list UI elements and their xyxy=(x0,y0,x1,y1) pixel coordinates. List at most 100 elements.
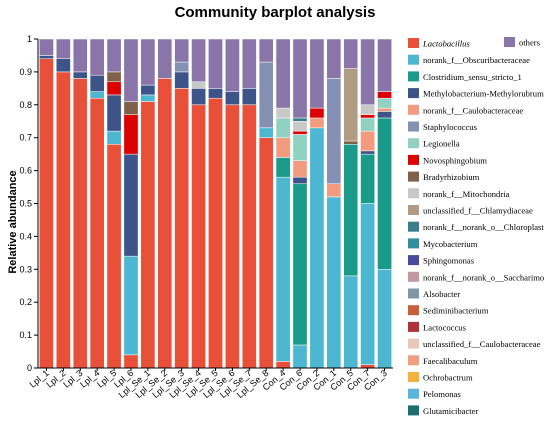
bar-segment-Con_4-2 xyxy=(275,157,291,178)
legend-swatch xyxy=(408,54,419,65)
bar-segment-Lpl_Se_6-0 xyxy=(225,104,240,369)
legend-label: norank_f__norank_o__Saccharimo xyxy=(423,272,544,282)
bar-segment-Lpl_Se_1-0 xyxy=(140,101,156,369)
bar-segment-Con_6-1 xyxy=(292,344,308,369)
legend-swatch xyxy=(408,372,419,382)
bar-segment-Con_4-23 xyxy=(275,38,291,109)
legend-swatch xyxy=(408,271,419,282)
legend-swatch xyxy=(408,71,419,82)
y-axis-label: Relative abundance xyxy=(7,170,19,273)
y-tick-label: 0.5 xyxy=(19,199,32,209)
legend-label: Clostridium_sensu_stricto_1 xyxy=(423,72,522,82)
bar-segment-Lpl_2-3 xyxy=(56,58,71,73)
bar-segment-Lpl_4-3 xyxy=(89,74,105,92)
bar-segment-Con_2-7 xyxy=(309,107,325,119)
x-axis: Lpl_1Lpl_2Lpl_3Lpl_4Lpl_5Lpl_6Lpl_Se_1Lp… xyxy=(27,367,393,400)
legend-swatch xyxy=(408,255,419,266)
legend-label: norank_f__norank_o__Chloroplast xyxy=(423,222,544,232)
bar-segment-Lpl_Se_8-0 xyxy=(258,137,274,369)
bar-segment-Lpl_Se_1-1 xyxy=(140,94,156,102)
bar-segment-Lpl_3-23 xyxy=(72,38,88,73)
bar-segment-Lpl_6-1 xyxy=(123,255,139,356)
bar-segment-Lpl_Se_7-23 xyxy=(241,38,257,89)
bar-segment-Lpl_1-23 xyxy=(39,38,54,56)
bar-segment-Con_3-2 xyxy=(377,117,392,270)
bar-segment-Con_6-3 xyxy=(292,176,308,185)
legend-swatch xyxy=(408,238,419,249)
legend-label: Sediminibacterium xyxy=(423,306,489,316)
y-tick-label: 1 xyxy=(27,34,32,44)
bar-segment-Lpl_3-3 xyxy=(72,71,88,79)
legend-swatch xyxy=(408,171,419,182)
legend-swatch xyxy=(408,188,419,199)
legend-swatch xyxy=(408,355,419,366)
legend-label: Glutamicibacter xyxy=(423,406,478,416)
bar-segment-Con_4-6 xyxy=(275,117,291,138)
y-tick-label: 0 xyxy=(27,363,32,373)
bar-segment-Lpl_5-0 xyxy=(106,144,122,369)
bar-segment-Lpl_Se_6-23 xyxy=(225,38,240,92)
legend-label: Staphylococcus xyxy=(423,122,478,132)
bar-segment-Con_7-4 xyxy=(360,130,375,152)
bar-segment-Con_3-7 xyxy=(377,91,392,99)
legend-label: norank_f__Mitochondria xyxy=(423,189,510,199)
bar-segment-Con_4-1 xyxy=(275,176,291,362)
chart-title: Community barplot analysis xyxy=(175,4,376,21)
bar-segment-Lpl_Se_7-3 xyxy=(241,88,257,106)
legend-label: Methylobacterium-Methylorubrum xyxy=(423,89,544,99)
bar-segment-Lpl_Se_4-23 xyxy=(191,38,206,83)
bar-segment-Lpl_3-0 xyxy=(72,78,88,369)
legend-label: others xyxy=(519,38,541,48)
legend-label: Pelomonas xyxy=(423,389,461,399)
legend-label: Alsobacter xyxy=(423,289,460,299)
bar-segment-Con_7-3 xyxy=(360,150,375,155)
bar-segment-Lpl_6-7 xyxy=(123,114,139,155)
legend-swatch xyxy=(408,288,419,299)
legend-swatch xyxy=(408,138,419,149)
bar-segment-Lpl_Se_7-0 xyxy=(241,104,257,369)
legend-swatch xyxy=(408,205,419,215)
bar-segment-Lpl_2-23 xyxy=(56,38,71,59)
legend-label: Faecalibaculum xyxy=(423,356,478,366)
bar-segment-Lpl_5-23 xyxy=(106,38,122,73)
bar-segment-Con_5-23 xyxy=(343,38,359,69)
bar-segment-Lpl_Se_6-3 xyxy=(225,91,240,106)
bar-segment-Lpl_6-23 xyxy=(123,38,139,102)
bar-segment-Lpl_Se_8-1 xyxy=(258,127,274,138)
bar-segment-Con_7-7 xyxy=(360,114,375,119)
bar-segment-Con_6-9 xyxy=(292,121,308,132)
bar-segment-Lpl_Se_3-0 xyxy=(174,88,190,369)
bar-segment-Con_7-6 xyxy=(360,117,375,132)
bar-segment-Lpl_6-3 xyxy=(123,153,139,257)
legend-swatch xyxy=(408,104,419,115)
bar-segment-Lpl_Se_2-0 xyxy=(157,78,173,369)
legend-label: Novosphingobium xyxy=(423,155,487,165)
legend-swatch xyxy=(408,388,419,399)
bar-segment-Lpl_Se_8-5 xyxy=(258,61,274,129)
bar-segment-Con_7-9 xyxy=(360,104,375,115)
bar-segment-Con_1-5 xyxy=(326,78,342,185)
bar-segment-Con_4-9 xyxy=(275,107,291,119)
legend-label: unclassified_f__Caulobacteraceae xyxy=(423,339,541,349)
bar-segment-Con_2-4 xyxy=(309,117,325,129)
bar-segment-Con_1-4 xyxy=(326,183,342,198)
legend-label: Legionella xyxy=(423,139,460,149)
bar-segment-Lpl_1-3 xyxy=(39,55,54,59)
bar-segment-Lpl_4-1 xyxy=(89,91,105,99)
legend-swatch xyxy=(504,37,515,47)
bar-segment-Lpl_Se_5-23 xyxy=(208,38,223,89)
bar-segment-Lpl_5-3 xyxy=(106,94,122,132)
bar-segment-Lpl_6-8 xyxy=(123,101,139,115)
y-tick-label: 0.6 xyxy=(19,166,32,176)
bar-segment-Lpl_5-1 xyxy=(106,130,122,145)
bar-segment-Lpl_Se_5-0 xyxy=(208,97,223,369)
y-axis: 0 0.1 0.2 0.3 0.4 0.5 0.6 0.7 0.8 0.9 1 xyxy=(19,34,39,373)
bar-segment-Con_6-11 xyxy=(292,117,308,122)
bar-segment-Con_6-23 xyxy=(292,38,308,119)
bar-segment-Lpl_1-0 xyxy=(39,58,54,369)
legend-swatch xyxy=(408,38,419,48)
bar-segment-Con_5-8 xyxy=(343,140,359,145)
bar-segment-Lpl_Se_4-3 xyxy=(191,88,206,106)
bar-segment-Con_1-23 xyxy=(326,38,342,79)
bar-segment-Con_6-4 xyxy=(292,160,308,178)
